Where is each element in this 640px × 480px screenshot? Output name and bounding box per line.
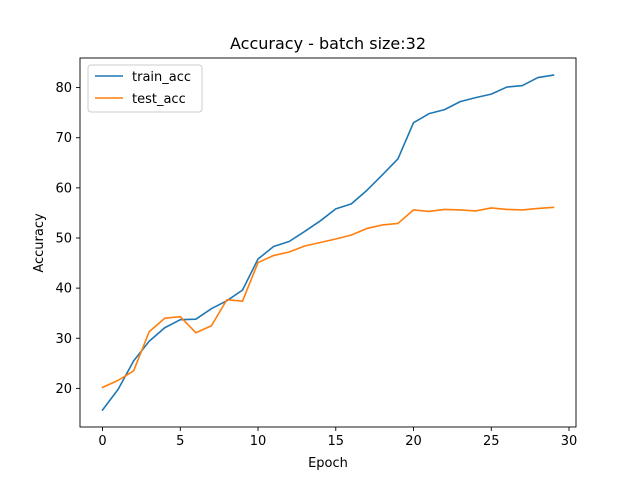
y-tick-label: 60 bbox=[55, 181, 72, 196]
legend-label: test_acc bbox=[132, 92, 186, 107]
y-axis-ticks: 20 30 40 50 60 70 80 bbox=[55, 81, 80, 397]
legend: train_acc test_acc bbox=[87, 64, 203, 113]
y-tick-label: 80 bbox=[55, 81, 72, 96]
y-tick-label: 70 bbox=[55, 131, 72, 146]
series-line-train-acc bbox=[101, 74, 555, 412]
y-tick-label: 50 bbox=[55, 231, 72, 246]
x-tick-label: 5 bbox=[176, 434, 184, 449]
y-tick-label: 40 bbox=[55, 282, 72, 297]
x-axis-title: Epoch bbox=[308, 456, 348, 471]
x-tick-label: 20 bbox=[405, 434, 422, 449]
plot-area-frame bbox=[79, 57, 577, 428]
x-tick-label: 25 bbox=[483, 434, 500, 449]
y-tick-label: 20 bbox=[55, 382, 72, 397]
legend-label: train_acc bbox=[132, 70, 191, 85]
x-tick-label: 15 bbox=[328, 434, 345, 449]
x-tick-label: 30 bbox=[561, 434, 578, 449]
chart-title: Accuracy - batch size:32 bbox=[230, 34, 426, 53]
y-axis-title: Accuracy bbox=[32, 213, 47, 273]
series-line-test-acc bbox=[101, 206, 555, 389]
x-tick-label: 0 bbox=[98, 434, 106, 449]
series-lines bbox=[101, 74, 555, 412]
x-tick-label: 10 bbox=[250, 434, 267, 449]
y-tick-label: 30 bbox=[55, 332, 72, 347]
x-axis-ticks: 0 5 10 15 20 25 30 bbox=[98, 427, 577, 449]
